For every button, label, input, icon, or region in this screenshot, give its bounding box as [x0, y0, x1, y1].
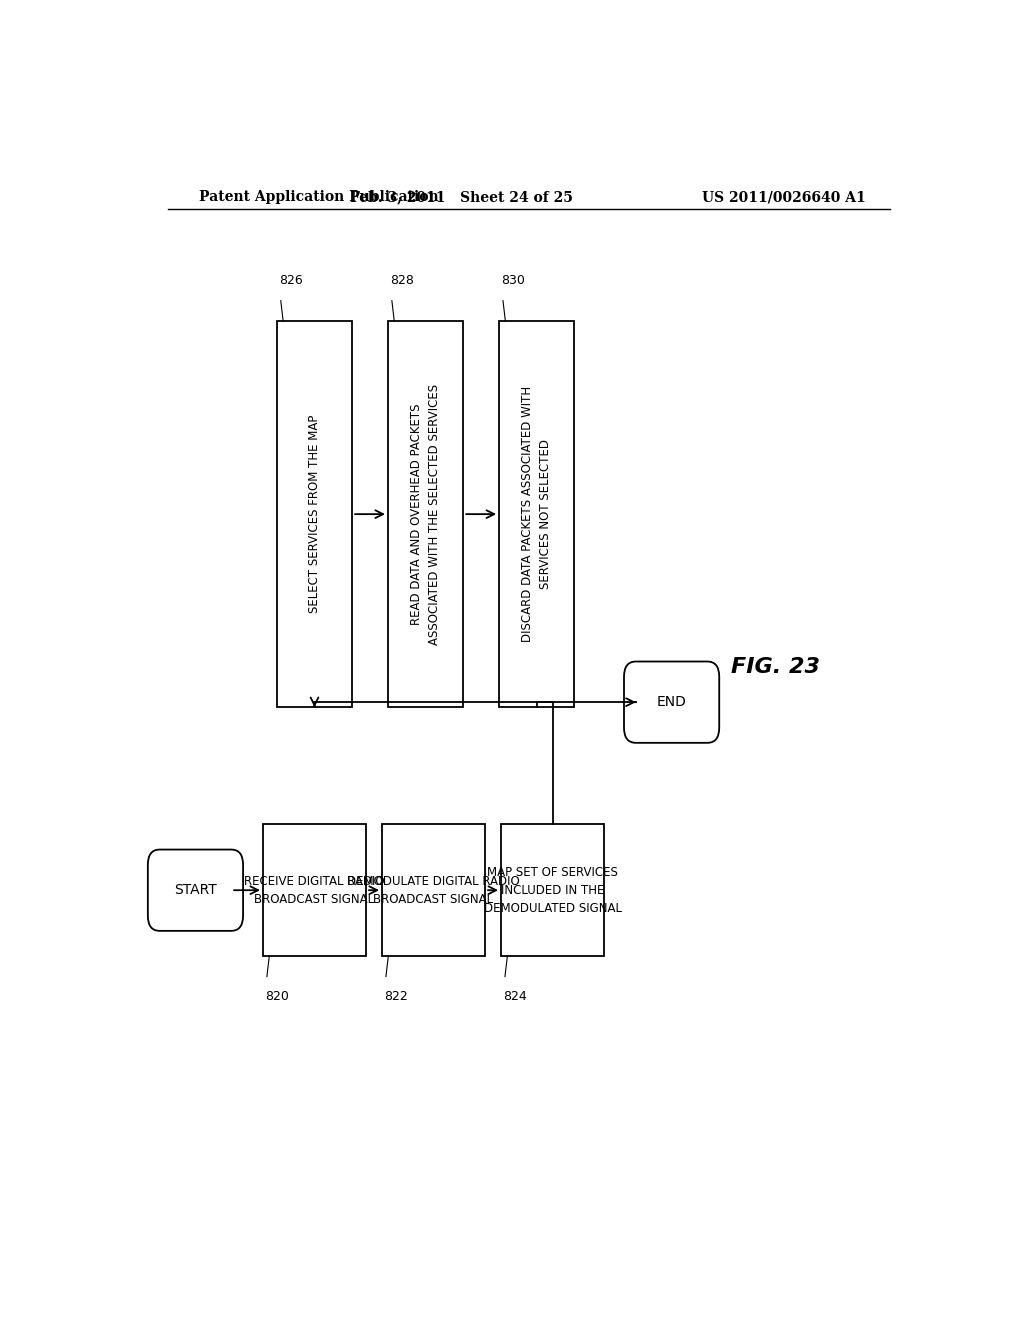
Text: 820: 820 — [265, 990, 289, 1003]
Text: MAP SET OF SERVICES
INCLUDED IN THE
DEMODULATED SIGNAL: MAP SET OF SERVICES INCLUDED IN THE DEMO… — [483, 866, 622, 915]
Text: SELECT SERVICES FROM THE MAP: SELECT SERVICES FROM THE MAP — [308, 414, 321, 614]
Bar — [276, 321, 352, 708]
Text: RECEIVE DIGITAL RADIO
BROADCAST SIGNAL: RECEIVE DIGITAL RADIO BROADCAST SIGNAL — [244, 875, 385, 906]
Text: FIG. 23: FIG. 23 — [731, 656, 820, 677]
Text: START: START — [174, 883, 217, 898]
Text: READ DATA AND OVERHEAD PACKETS
ASSOCIATED WITH THE SELECTED SERVICES: READ DATA AND OVERHEAD PACKETS ASSOCIATE… — [410, 384, 441, 644]
Text: 826: 826 — [280, 273, 303, 286]
Bar — [388, 321, 463, 708]
Text: 824: 824 — [504, 990, 527, 1003]
Bar — [382, 824, 485, 956]
Bar — [499, 321, 574, 708]
Text: 830: 830 — [502, 273, 525, 286]
Text: 822: 822 — [384, 990, 409, 1003]
FancyBboxPatch shape — [147, 850, 243, 931]
Text: END: END — [656, 696, 686, 709]
Text: DISCARD DATA PACKETS ASSOCIATED WITH
SERVICES NOT SELECTED: DISCARD DATA PACKETS ASSOCIATED WITH SER… — [521, 385, 552, 643]
Bar — [501, 824, 604, 956]
Text: 828: 828 — [390, 273, 414, 286]
FancyBboxPatch shape — [624, 661, 719, 743]
Bar — [263, 824, 367, 956]
Text: DEMODULATE DIGITAL RADIO
BROADCAST SIGNAL: DEMODULATE DIGITAL RADIO BROADCAST SIGNA… — [347, 875, 520, 906]
Text: Feb. 3, 2011   Sheet 24 of 25: Feb. 3, 2011 Sheet 24 of 25 — [350, 190, 572, 205]
Text: US 2011/0026640 A1: US 2011/0026640 A1 — [702, 190, 866, 205]
Text: Patent Application Publication: Patent Application Publication — [200, 190, 439, 205]
